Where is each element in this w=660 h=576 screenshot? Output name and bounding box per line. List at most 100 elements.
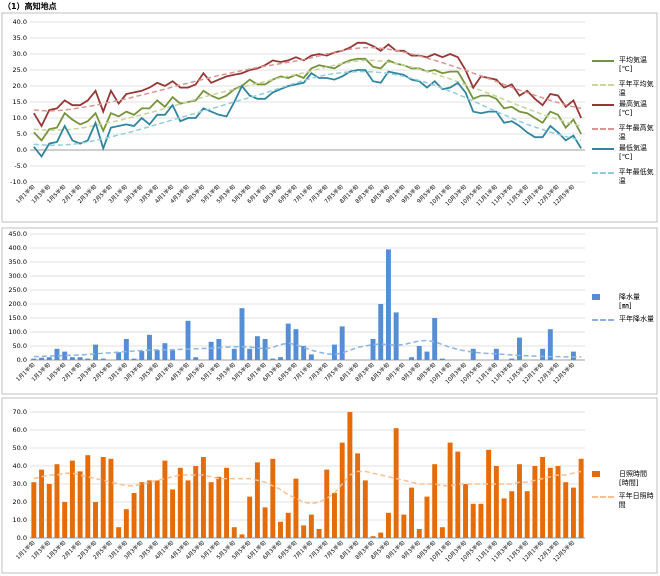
bar: [31, 358, 37, 360]
bar: [46, 484, 52, 538]
bar: [509, 358, 515, 360]
bar: [578, 458, 584, 538]
bar: [93, 344, 98, 360]
legend-label: 平年最低気温: [618, 168, 654, 185]
bar: [424, 351, 430, 360]
legend-swatch: [592, 60, 614, 62]
bar: [470, 348, 476, 360]
bar: [116, 527, 122, 538]
y-tick-label: 15.0: [13, 98, 27, 106]
y-tick-label: 150.0: [8, 314, 27, 322]
y-tick-label: 0.0: [17, 534, 27, 542]
legend-label: 最低気温 [℃]: [619, 144, 647, 161]
y-tick-label: -10.0: [10, 178, 27, 186]
bar: [424, 496, 430, 538]
bar: [170, 489, 176, 538]
bar: [509, 491, 515, 538]
bar: [401, 514, 407, 538]
bar: [54, 464, 60, 538]
legend-swatch: [592, 84, 614, 86]
bar: [62, 502, 68, 538]
bar: [547, 467, 553, 538]
bar: [463, 484, 468, 538]
y-tick-label: 40.0: [13, 18, 27, 26]
legend-label: 日照時間 [時間]: [619, 470, 647, 487]
bar: [147, 334, 152, 360]
bar: [177, 467, 183, 538]
bar: [316, 529, 322, 538]
bar: [270, 458, 276, 538]
legend-swatch: [592, 294, 600, 300]
bar: [532, 466, 538, 538]
bar: [100, 457, 106, 538]
bar: [355, 453, 361, 538]
bar: [46, 357, 52, 360]
bar: [278, 521, 283, 538]
bar: [308, 514, 314, 538]
bar: [139, 482, 145, 538]
bar: [285, 323, 291, 360]
y-tick-label: 70.0: [13, 408, 27, 416]
bar: [231, 348, 237, 360]
bar: [162, 343, 168, 360]
bar: [570, 351, 576, 360]
bar: [154, 350, 160, 360]
legend-label: 平年日照時間: [618, 492, 654, 509]
y-tick-label: 250.0: [8, 286, 27, 294]
bar: [247, 496, 253, 538]
y-tick-label: 400.0: [8, 244, 27, 252]
y-tick-label: 200.0: [8, 300, 27, 308]
bar: [439, 527, 445, 538]
y-tick-label: 60.0: [13, 426, 27, 434]
legend-entry: 降水量 [㎜]: [592, 293, 640, 311]
bar: [409, 357, 415, 360]
bar: [339, 442, 345, 538]
bar: [308, 354, 314, 360]
bar: [524, 491, 530, 538]
bar: [278, 357, 283, 360]
bar: [131, 358, 137, 360]
bar: [239, 534, 245, 538]
bar: [432, 318, 438, 360]
legend-entry: 平年降水量: [592, 315, 654, 324]
bar: [208, 341, 214, 360]
bar: [517, 464, 522, 538]
y-tick-label: 20.0: [13, 498, 27, 506]
y-tick-label: 450.0: [8, 230, 27, 238]
bar: [162, 460, 168, 538]
legend-entry: 平均気温 [℃]: [592, 56, 647, 74]
panel-frame: [1, 12, 658, 223]
y-tick-label: 10.0: [13, 516, 27, 524]
legend-label: 降水量 [㎜]: [619, 293, 640, 310]
line: [33, 57, 582, 142]
legend-swatch: [592, 471, 600, 477]
bar: [216, 476, 222, 538]
line: [33, 46, 582, 112]
bar: [231, 527, 237, 538]
bar: [200, 457, 206, 538]
bar: [301, 525, 307, 538]
page-title: （1）高知地点: [3, 2, 57, 11]
panel-frame: [1, 397, 658, 574]
legend-entry: 平年最高気温: [592, 124, 660, 142]
legend-entry: 最低気温 [℃]: [592, 144, 647, 162]
bar: [378, 532, 384, 538]
y-tick-label: 50.0: [13, 444, 27, 452]
bar: [224, 467, 230, 538]
legend-entry: 最高気温 [℃]: [592, 100, 647, 118]
bar: [193, 357, 199, 360]
bar: [285, 512, 291, 538]
y-tick-label: 50.0: [13, 342, 27, 350]
line: [33, 41, 582, 128]
bar: [170, 350, 176, 360]
bar: [370, 536, 376, 538]
bar: [185, 480, 191, 538]
bar: [393, 428, 399, 538]
bar: [455, 451, 461, 538]
bar: [69, 357, 75, 360]
legend-swatch: [592, 104, 614, 106]
y-tick-label: 350.0: [8, 258, 27, 266]
legend-swatch: [592, 148, 614, 150]
